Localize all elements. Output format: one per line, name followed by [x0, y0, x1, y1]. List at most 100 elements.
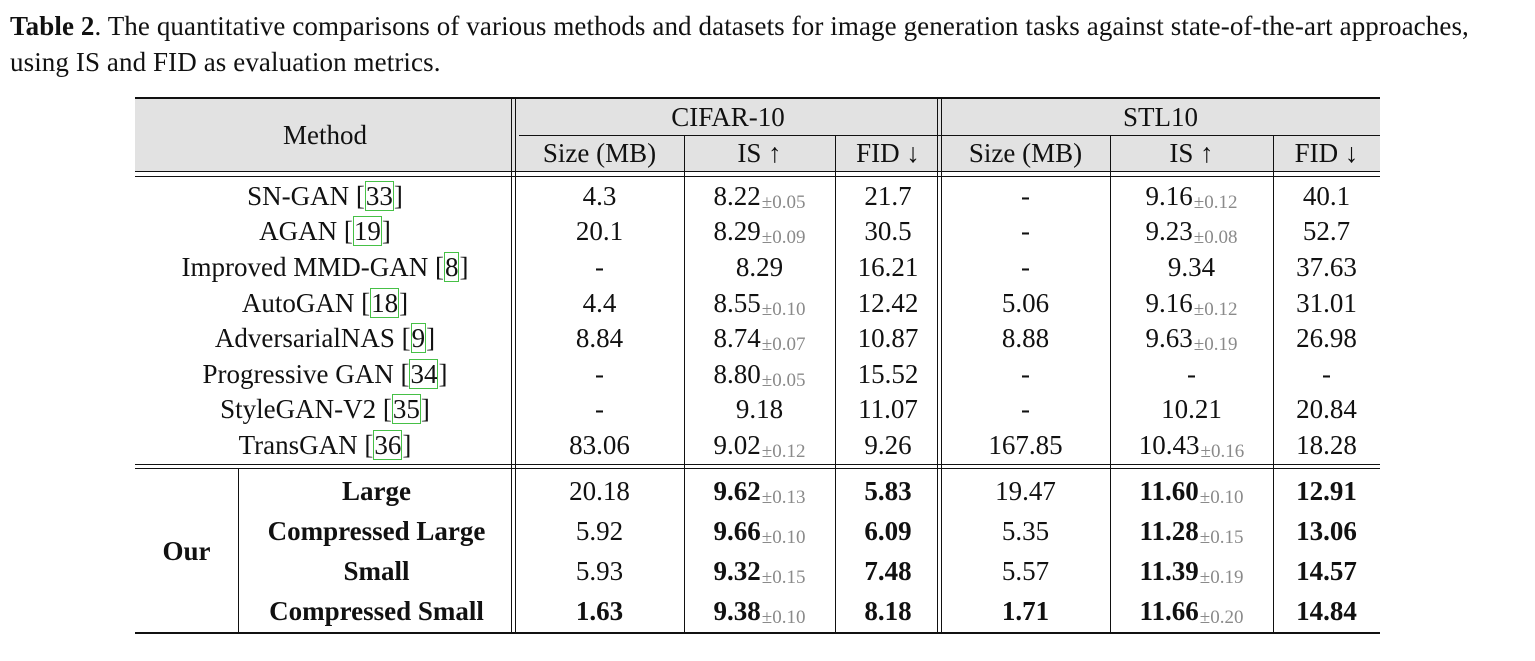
table-rule: [135, 468, 1380, 470]
cell-std: ±0.12: [1193, 191, 1238, 213]
method-name: AGAN [19]: [259, 216, 391, 247]
table-rule: [135, 176, 1380, 178]
cell-value: 12.91: [1296, 476, 1357, 506]
cell-value: 5.83: [864, 476, 912, 506]
cell-value: 10.87: [857, 323, 919, 354]
table-cell: 8.29 ±0.09: [684, 214, 835, 250]
table-cell: 10.43 ±0.16: [1110, 427, 1273, 463]
cell-value: 9.23: [1145, 216, 1193, 247]
column-header: FID ↓: [1294, 138, 1359, 168]
cell-value: -: [1021, 251, 1030, 282]
cell-value: 9.66: [713, 516, 761, 546]
table-cell: 4.4: [515, 285, 684, 321]
table-cell: 16.21: [835, 249, 941, 285]
cell-value: 6.09: [864, 516, 912, 546]
cell-value: 5.06: [1001, 287, 1050, 318]
table-cell: 18.28: [1273, 427, 1380, 463]
table-cell: 37.63: [1273, 249, 1380, 285]
cell-std: ±0.10: [761, 527, 806, 548]
table-cell: 14.57: [1273, 551, 1380, 591]
citation-link[interactable]: 19: [352, 216, 382, 247]
cell-std: ±0.07: [761, 334, 806, 356]
cell-std: ±0.08: [1193, 227, 1238, 249]
cell-value: 9.16: [1145, 287, 1193, 318]
cell-value: 5.35: [1001, 516, 1050, 546]
table-cell: 9.16 ±0.12: [1110, 178, 1273, 214]
method-name: SN-GAN [33]: [247, 180, 403, 211]
table-cell: 21.7: [835, 178, 941, 214]
cell-value: 167.85: [988, 429, 1063, 460]
cell-value: 8.29: [713, 216, 761, 247]
table-cell: 12.91: [1273, 471, 1380, 511]
cell-value: 9.63: [1145, 323, 1193, 354]
cell-value: 7.48: [864, 556, 912, 586]
table-cell: 20.18: [515, 471, 684, 511]
table-cell: 26.98: [1273, 320, 1380, 356]
cell-std: ±0.12: [761, 440, 806, 462]
citation-link[interactable]: 33: [364, 180, 394, 211]
cell-value: 21.7: [864, 180, 912, 211]
table-cell: 9.66 ±0.10: [684, 511, 835, 551]
table-rule: [941, 97, 943, 632]
caption-label: Table 2: [10, 11, 95, 41]
citation-link[interactable]: 9: [410, 323, 427, 354]
table-cell: 11.39 ±0.19: [1110, 551, 1273, 591]
table-rule: [135, 171, 1380, 173]
cell-value: 11.07: [858, 394, 918, 425]
table-caption: Table 2. The quantitative comparisons of…: [10, 8, 1525, 80]
method-name: Large: [342, 476, 411, 506]
cell-value: -: [1187, 358, 1196, 389]
cell-std: ±0.09: [761, 227, 806, 249]
cell-value: 14.84: [1296, 596, 1357, 626]
cell-value: 20.1: [575, 216, 624, 247]
table-cell: 5.57: [941, 551, 1110, 591]
column-header: FID ↓: [856, 138, 920, 168]
table-cell: -: [515, 356, 684, 392]
table-cell: 9.02 ±0.12: [684, 427, 835, 463]
table-cell: 8.18: [835, 591, 941, 631]
table-cell: 11.66 ±0.20: [1110, 591, 1273, 631]
cell-std: ±0.05: [761, 191, 806, 213]
cell-value: 8.80: [713, 358, 761, 389]
table-cell: 8.88: [941, 320, 1110, 356]
table-cell: 12.42: [835, 285, 941, 321]
citation-link[interactable]: 18: [370, 287, 400, 318]
citation-link[interactable]: 36: [373, 429, 403, 460]
table-cell: 8.80 ±0.05: [684, 356, 835, 392]
table-cell: 13.06: [1273, 511, 1380, 551]
cell-value: 8.18: [864, 596, 912, 626]
cell-value: 26.98: [1296, 323, 1357, 354]
table-cell: 9.32 ±0.15: [684, 551, 835, 591]
cell-value: 9.02: [713, 429, 761, 460]
table-cell: 30.5: [835, 214, 941, 250]
cell-value: 10.21: [1161, 394, 1222, 425]
cell-value: 40.1: [1302, 180, 1351, 211]
cell-value: 20.18: [569, 476, 630, 506]
cell-value: 9.18: [735, 394, 784, 425]
cell-value: 8.88: [1001, 323, 1050, 354]
table-cell: 9.16 ±0.12: [1110, 285, 1273, 321]
cell-value: 9.32: [713, 556, 761, 586]
table-cell: -: [515, 249, 684, 285]
cell-value: 13.06: [1296, 516, 1357, 546]
citation-link[interactable]: 35: [391, 394, 421, 425]
table-rule: [135, 464, 1380, 466]
cell-value: -: [595, 251, 604, 282]
cell-std: ±0.15: [1199, 527, 1244, 548]
cell-value: 11.28: [1139, 516, 1199, 546]
table-cell: 1.71: [941, 591, 1110, 631]
cell-std: ±0.10: [761, 607, 806, 628]
table-cell: 9.18: [684, 392, 835, 428]
table-cell: 11.07: [835, 392, 941, 428]
table-cell: -: [941, 178, 1110, 214]
table-rule: [515, 97, 517, 632]
cell-value: 11.66: [1139, 596, 1199, 626]
table-cell: 9.23 ±0.08: [1110, 214, 1273, 250]
method-name: Improved MMD-GAN [8]: [181, 251, 469, 282]
cell-value: 52.7: [1302, 216, 1351, 247]
table-cell: 5.93: [515, 551, 684, 591]
cell-value: 11.60: [1139, 476, 1199, 506]
citation-link[interactable]: 34: [409, 358, 439, 389]
citation-link[interactable]: 8: [443, 251, 460, 282]
method-header: Method: [283, 120, 367, 150]
